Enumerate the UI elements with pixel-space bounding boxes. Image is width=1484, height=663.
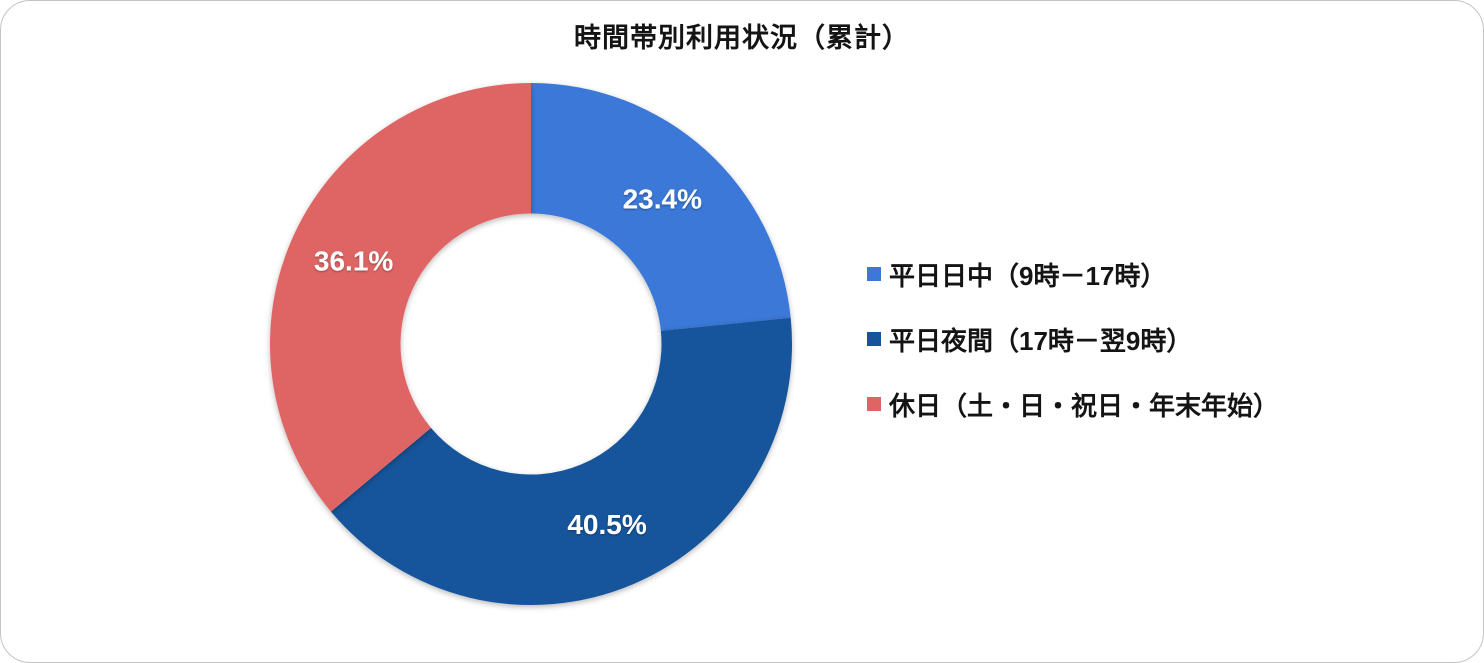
legend-label: 平日夜間（17時－翌9時） [889, 325, 1193, 356]
pie-slice-1 [330, 317, 792, 605]
pie-slice-2 [270, 83, 531, 512]
legend-label: 休日（土・日・祝日・年末年始） [889, 390, 1280, 421]
legend-item-weekday-night: 平日夜間（17時－翌9時） [867, 320, 1279, 358]
legend-color-swatch-icon [867, 267, 881, 281]
legend-item-holiday: 休日（土・日・祝日・年末年始） [867, 385, 1279, 423]
donut-slices [270, 83, 792, 605]
slice-data-label-2: 36.1% [314, 246, 393, 277]
legend-label: 平日日中（9時－17時） [889, 260, 1167, 291]
slice-data-label-0: 23.4% [623, 183, 702, 214]
legend-item-weekday-daytime: 平日日中（9時－17時） [867, 255, 1279, 293]
slice-data-label-1: 40.5% [567, 509, 646, 540]
pie-slice-0 [531, 83, 791, 331]
legend-color-swatch-icon [867, 397, 881, 411]
chart-legend: 平日日中（9時－17時） 平日夜間（17時－翌9時） 休日（土・日・祝日・年末年… [867, 255, 1279, 450]
donut-slice-labels: 23.4% 40.5% 36.1% [314, 183, 702, 540]
legend-color-swatch-icon [867, 332, 881, 346]
chart-title: 時間帯別利用状況（累計） [574, 23, 910, 53]
